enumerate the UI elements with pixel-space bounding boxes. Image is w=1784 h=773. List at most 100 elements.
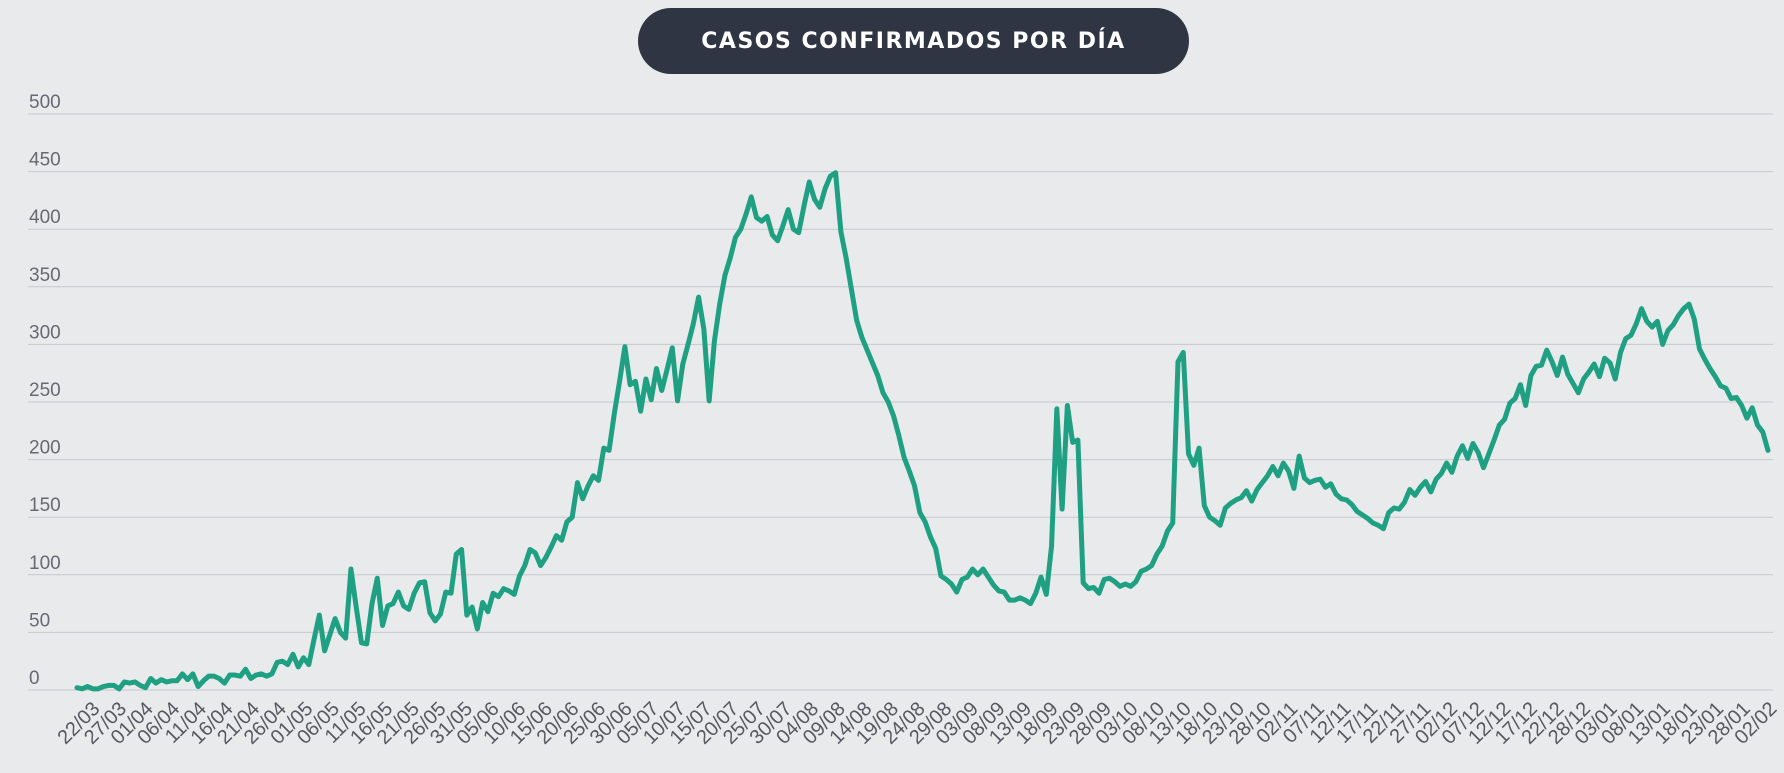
data-point	[749, 195, 753, 199]
data-point	[960, 577, 964, 581]
data-point	[80, 687, 84, 691]
data-point	[876, 374, 880, 377]
data-point	[1339, 497, 1343, 501]
data-point	[323, 649, 327, 653]
data-point	[644, 377, 648, 381]
data-point	[1018, 596, 1022, 600]
y-tick-label: 100	[29, 553, 61, 574]
data-point	[512, 592, 516, 596]
data-point	[1561, 355, 1565, 359]
data-point	[1266, 474, 1270, 478]
data-point	[133, 680, 137, 684]
data-point	[1698, 347, 1702, 351]
data-point	[1703, 357, 1707, 361]
data-point	[1255, 488, 1259, 492]
data-point	[1513, 397, 1517, 401]
data-point	[665, 368, 669, 372]
data-point	[597, 478, 601, 482]
data-point	[101, 685, 105, 689]
data-point	[1518, 383, 1522, 387]
data-point	[259, 672, 263, 676]
data-point	[1640, 307, 1644, 311]
data-point	[1597, 375, 1601, 379]
x-axis-ticks: 22/0327/0301/0406/0411/0416/0421/0426/04…	[53, 698, 1781, 749]
data-point	[1097, 591, 1101, 595]
data-point	[296, 665, 300, 669]
data-point	[1766, 448, 1770, 452]
y-tick-label: 200	[29, 438, 61, 459]
data-point	[870, 361, 874, 365]
data-point	[628, 383, 632, 387]
data-point	[1360, 513, 1364, 517]
data-point	[1603, 356, 1607, 360]
data-point	[739, 227, 743, 231]
data-point	[865, 348, 869, 352]
data-point	[949, 582, 953, 586]
data-point	[460, 547, 464, 551]
data-point	[507, 589, 511, 593]
data-point	[170, 679, 174, 683]
data-point	[813, 197, 817, 201]
grid-lines	[28, 113, 1773, 691]
data-point	[1761, 430, 1765, 434]
data-point	[1666, 329, 1670, 333]
data-point	[1292, 486, 1296, 490]
data-point	[1439, 471, 1443, 475]
data-point	[697, 295, 701, 299]
data-point	[1055, 407, 1059, 411]
data-point	[1587, 370, 1591, 374]
data-point	[1455, 454, 1459, 458]
data-point	[1229, 501, 1233, 505]
data-point	[1108, 576, 1112, 580]
data-point	[1450, 470, 1454, 474]
data-point	[122, 680, 126, 684]
data-point	[1176, 360, 1180, 364]
data-point	[633, 379, 637, 383]
y-tick-label: 0	[29, 668, 40, 689]
data-point	[1534, 364, 1538, 368]
data-point	[312, 637, 316, 641]
y-axis-ticks: 0 50 100 150 200 250 300 350 400 450 500	[29, 92, 61, 689]
data-point	[1466, 456, 1470, 460]
data-point	[955, 590, 959, 594]
data-point	[554, 534, 558, 538]
data-point	[1624, 337, 1628, 341]
data-point	[544, 556, 548, 560]
data-point	[881, 391, 885, 395]
data-point	[291, 652, 295, 656]
data-point	[1007, 598, 1011, 602]
data-point	[591, 474, 595, 478]
data-point	[223, 681, 226, 685]
data-point	[718, 302, 722, 306]
data-point	[528, 547, 532, 551]
data-point	[486, 610, 490, 614]
data-point	[1239, 496, 1243, 500]
data-point	[744, 212, 748, 216]
data-point	[981, 567, 985, 571]
data-point	[1381, 527, 1385, 531]
data-point	[1682, 307, 1686, 311]
data-point	[1503, 417, 1507, 421]
data-point	[1250, 499, 1254, 503]
data-point	[965, 575, 969, 579]
data-point	[1150, 564, 1154, 568]
data-point	[707, 399, 711, 403]
data-point	[175, 679, 179, 683]
data-point	[333, 617, 337, 621]
data-point	[902, 455, 906, 459]
data-point	[976, 573, 980, 577]
data-point	[112, 683, 116, 687]
data-point	[1608, 361, 1612, 365]
data-point	[1060, 507, 1064, 511]
data-point	[138, 683, 142, 687]
data-point	[1155, 552, 1159, 556]
data-point	[233, 673, 237, 677]
y-tick-label: 450	[29, 150, 61, 171]
data-point	[971, 567, 975, 571]
data-point	[1139, 569, 1143, 573]
data-point	[1308, 481, 1312, 485]
data-point	[618, 379, 622, 383]
data-point	[723, 273, 727, 277]
data-point	[855, 318, 859, 322]
data-point	[207, 674, 211, 678]
